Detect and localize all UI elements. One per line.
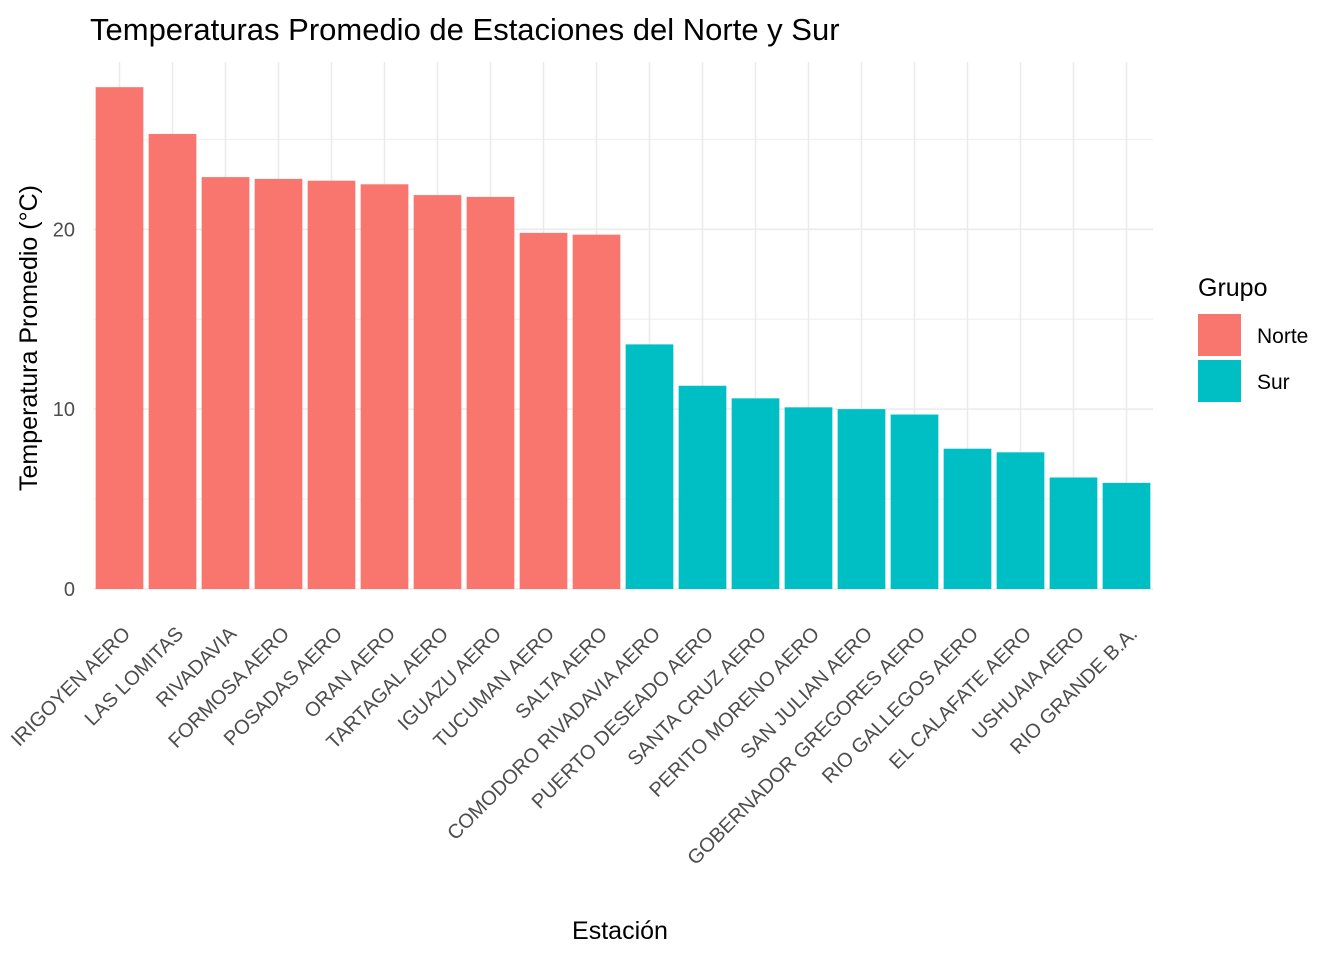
bar-sur [625, 344, 674, 589]
bar-norte [413, 195, 462, 589]
chart-title: Temperaturas Promedio de Estaciones del … [90, 12, 840, 47]
legend: Grupo Norte Sur [1198, 274, 1308, 402]
bar-norte [254, 178, 303, 590]
legend-title: Grupo [1198, 274, 1267, 302]
y-tick-label: 0 [64, 579, 75, 601]
bar-norte [95, 87, 144, 590]
bar-sur [890, 414, 939, 589]
bar-norte [572, 234, 621, 589]
bar-sur [943, 448, 992, 589]
x-tick-label: SALTA AERO [511, 623, 612, 724]
y-axis-ticks: 0 10 20 [53, 219, 75, 601]
legend-key-sur [1198, 360, 1241, 402]
y-tick-label: 10 [53, 399, 75, 421]
bar-norte [201, 177, 250, 590]
grid-lines [93, 62, 1153, 590]
y-axis-label: Temperatura Promedio (°C) [15, 185, 43, 491]
legend-label-sur: Sur [1257, 371, 1290, 394]
y-tick-label: 20 [53, 219, 75, 241]
bar-norte [519, 232, 568, 589]
bar-norte [360, 184, 409, 589]
bar-sur [731, 398, 780, 589]
bar-sur [996, 452, 1045, 589]
legend-key-norte [1198, 314, 1241, 356]
legend-label-norte: Norte [1257, 325, 1308, 348]
bar-sur [678, 385, 727, 589]
x-axis-label: Estación [572, 917, 668, 945]
bar-norte [148, 133, 197, 590]
bars [95, 87, 1151, 590]
bar-sur [784, 407, 833, 589]
bar-sur [837, 409, 886, 589]
bar-norte [466, 196, 515, 589]
bar-norte [307, 180, 356, 589]
bar-sur [1102, 482, 1151, 589]
bar-sur [1049, 477, 1098, 589]
